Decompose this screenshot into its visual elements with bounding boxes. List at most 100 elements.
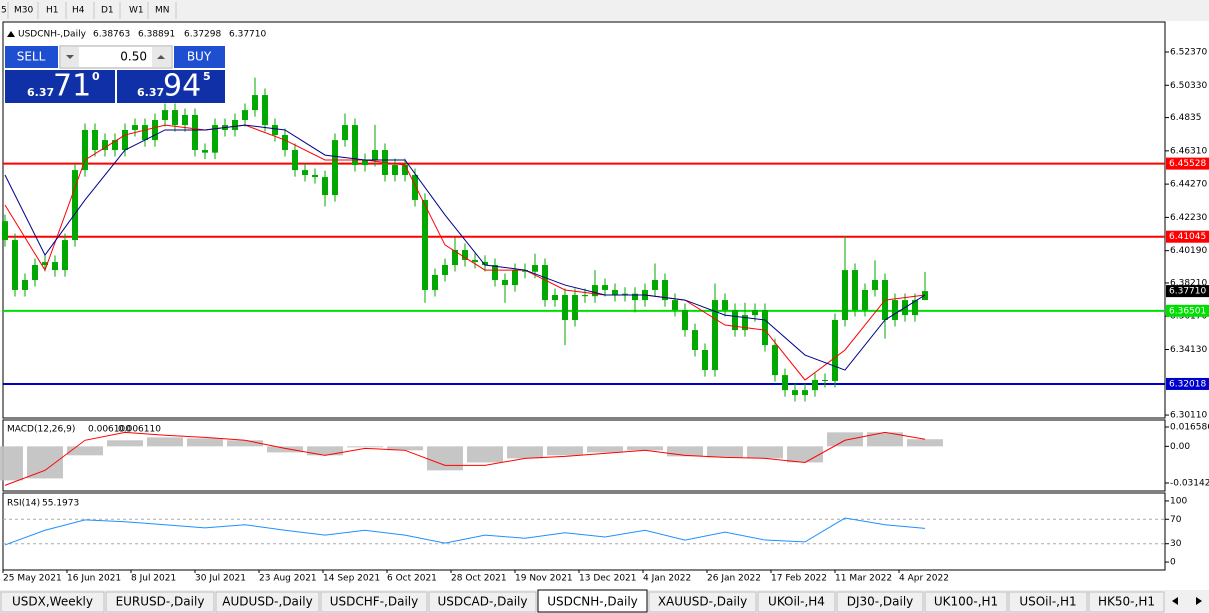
candle-body bbox=[582, 295, 588, 297]
tab-scroll-right[interactable] bbox=[1196, 597, 1202, 605]
timeframe-button[interactable]: H4 bbox=[72, 6, 85, 16]
sell-button[interactable] bbox=[5, 46, 58, 68]
x-tick-label: 8 Jul 2021 bbox=[131, 574, 176, 584]
y-tick-label: 6.34130 bbox=[1170, 345, 1207, 355]
macd-bar bbox=[747, 446, 783, 459]
y-tick-label: 0.00 bbox=[1170, 442, 1190, 452]
x-tick-label: 19 Nov 2021 bbox=[515, 574, 573, 584]
header-open: 6.38763 bbox=[93, 30, 130, 40]
macd-bar bbox=[467, 446, 503, 463]
chart-tab-label: AUDUSD-,Daily bbox=[222, 595, 312, 609]
level-tag bbox=[1166, 157, 1209, 170]
candle-body bbox=[742, 315, 748, 331]
macd-bar bbox=[547, 446, 583, 456]
candle-body bbox=[482, 261, 488, 266]
buy-price-box[interactable] bbox=[117, 70, 225, 103]
chart-tab[interactable] bbox=[836, 591, 924, 613]
candle-body bbox=[832, 319, 838, 381]
chart-tab[interactable] bbox=[1088, 591, 1165, 613]
macd-bar bbox=[227, 440, 263, 447]
candle-body bbox=[692, 330, 698, 350]
candle-body bbox=[62, 240, 68, 271]
level-label: 6.32018 bbox=[1169, 379, 1206, 389]
current-price-label: 6.37710 bbox=[1169, 287, 1206, 297]
candle-body bbox=[812, 379, 818, 391]
candle-body bbox=[862, 289, 868, 311]
candle-body bbox=[512, 270, 518, 286]
candle-body bbox=[182, 114, 188, 126]
candle-body bbox=[572, 295, 578, 320]
candle-body bbox=[662, 280, 668, 301]
chart-tab[interactable] bbox=[0, 591, 105, 613]
collapse-icon[interactable] bbox=[7, 31, 15, 37]
chart-tab[interactable] bbox=[537, 589, 648, 613]
sell-label: SELL bbox=[17, 50, 46, 64]
macd-title: MACD(12,26,9) bbox=[7, 425, 75, 435]
candle-body bbox=[472, 259, 478, 262]
timeframe-button[interactable]: MN bbox=[155, 6, 170, 16]
buy-price-sup: 5 bbox=[203, 70, 211, 83]
chart-tab[interactable] bbox=[757, 591, 836, 613]
sell-price-box[interactable] bbox=[5, 70, 115, 103]
chart-tab-label: USDCNH-,Daily bbox=[547, 595, 638, 609]
macd-bar bbox=[427, 446, 463, 471]
chart-tab[interactable] bbox=[105, 591, 215, 613]
candle-body bbox=[462, 250, 468, 260]
chart-tab[interactable] bbox=[1008, 591, 1088, 613]
x-tick-label: 4 Apr 2022 bbox=[899, 574, 949, 584]
candle-body bbox=[2, 221, 8, 241]
chart-tab-label: USOil-,H1 bbox=[1019, 595, 1076, 609]
lot-value: 0.50 bbox=[120, 50, 147, 64]
y-tick-label: 0.016586 bbox=[1170, 423, 1209, 433]
chart-tab[interactable] bbox=[215, 591, 320, 613]
candle-body bbox=[72, 170, 78, 241]
x-tick-label: 23 Aug 2021 bbox=[259, 574, 317, 584]
candle-body bbox=[322, 177, 328, 196]
candle-body bbox=[152, 120, 158, 141]
candle-body bbox=[172, 110, 178, 126]
x-tick-label: 13 Dec 2021 bbox=[579, 574, 637, 584]
candle-body bbox=[202, 150, 208, 153]
level-label: 6.45528 bbox=[1169, 159, 1206, 169]
candle-body bbox=[452, 250, 458, 266]
chart-tab[interactable] bbox=[648, 591, 757, 613]
candle-body bbox=[392, 165, 398, 175]
trade-panel: SELL 0.50 BUY 6.37 71 0 6.37 94 5 bbox=[5, 45, 225, 104]
header-low: 6.37298 bbox=[184, 30, 221, 40]
chart-tab[interactable] bbox=[320, 591, 428, 613]
candle-body bbox=[592, 285, 598, 297]
candle-body bbox=[852, 270, 858, 311]
chart-tab[interactable] bbox=[428, 591, 537, 613]
candle-body bbox=[842, 270, 848, 320]
timeframe-button[interactable]: M30 bbox=[14, 6, 33, 16]
buy-button[interactable] bbox=[174, 46, 225, 68]
macd-bar bbox=[787, 446, 823, 463]
candle-body bbox=[52, 262, 58, 271]
y-tick-label: 6.50330 bbox=[1170, 81, 1207, 91]
candle-body bbox=[632, 293, 638, 301]
candle-body bbox=[682, 310, 688, 331]
y-tick-label: 0 bbox=[1170, 558, 1176, 568]
candle-body bbox=[122, 129, 128, 151]
chart-tab-label: USDCHF-,Daily bbox=[330, 595, 418, 609]
buy-label: BUY bbox=[187, 50, 212, 64]
y-tick-label: 70 bbox=[1170, 515, 1182, 525]
rsi-readout: 55.1973 bbox=[42, 499, 79, 509]
candle-body bbox=[112, 140, 118, 151]
tab-scroll-left[interactable] bbox=[1172, 597, 1178, 605]
level-tag bbox=[1166, 377, 1209, 390]
timeframe-button[interactable]: D1 bbox=[101, 6, 114, 16]
y-tick-label: 6.42230 bbox=[1170, 213, 1207, 223]
candle-body bbox=[602, 285, 608, 290]
candle-body bbox=[672, 300, 678, 311]
timeframe-button[interactable]: H1 bbox=[46, 6, 59, 16]
lot-input[interactable] bbox=[59, 45, 173, 69]
timeframe-button[interactable]: 5 bbox=[1, 6, 7, 16]
chart-tab[interactable] bbox=[924, 591, 1008, 613]
macd-bar bbox=[707, 446, 743, 458]
candle-body bbox=[372, 150, 378, 160]
moving-average bbox=[4, 124, 926, 381]
rsi-panel bbox=[2, 492, 1166, 571]
timeframe-button[interactable]: W1 bbox=[129, 6, 144, 16]
